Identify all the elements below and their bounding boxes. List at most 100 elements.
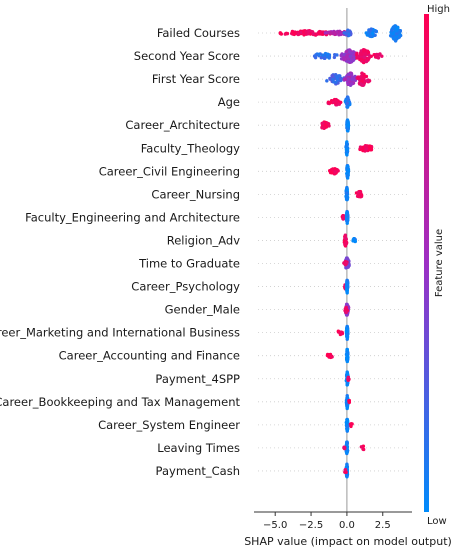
shap-point bbox=[361, 83, 365, 87]
shap-point bbox=[345, 101, 350, 105]
shap-point bbox=[346, 168, 350, 172]
beeswarm-points bbox=[278, 24, 403, 479]
shap-point bbox=[337, 74, 341, 78]
shap-point bbox=[358, 192, 363, 196]
shap-point bbox=[342, 56, 346, 60]
shap-point bbox=[376, 56, 381, 60]
shap-point bbox=[344, 241, 348, 245]
feature-labels: Failed Courses Second Year Score First Yea… bbox=[0, 26, 240, 478]
shap-point bbox=[325, 79, 329, 83]
feature-label: Payment_Cash bbox=[156, 464, 240, 478]
colorbar-high-label: High bbox=[427, 4, 450, 15]
shap-point bbox=[345, 191, 349, 195]
shap-point bbox=[345, 174, 349, 178]
shap-point bbox=[328, 170, 333, 175]
shap-point bbox=[397, 35, 401, 39]
shap-point bbox=[368, 28, 372, 32]
shap-point bbox=[320, 126, 324, 130]
shap-point bbox=[361, 148, 365, 153]
shap-point bbox=[345, 381, 350, 385]
shap-point bbox=[358, 145, 363, 149]
shap-point bbox=[345, 105, 349, 109]
shap-point bbox=[360, 79, 364, 84]
shap-point bbox=[345, 256, 349, 260]
shap-point bbox=[345, 428, 350, 432]
shap-point bbox=[345, 283, 350, 288]
shap-point bbox=[377, 52, 382, 57]
shap-point bbox=[342, 31, 346, 35]
shap-point bbox=[331, 77, 335, 82]
shap-point bbox=[345, 152, 349, 157]
shap-point bbox=[347, 32, 351, 37]
shap-point bbox=[278, 31, 283, 35]
shap-point bbox=[331, 32, 336, 36]
shap-point bbox=[392, 36, 396, 40]
shap-point bbox=[336, 169, 340, 173]
shap-point bbox=[368, 144, 372, 149]
shap-point bbox=[394, 32, 399, 36]
shap-point bbox=[345, 280, 350, 285]
shap-point bbox=[345, 54, 349, 58]
shap-point bbox=[345, 474, 349, 478]
shap-point bbox=[341, 215, 346, 219]
shap-point bbox=[380, 54, 384, 58]
shap-point bbox=[345, 463, 349, 467]
shap-point bbox=[364, 147, 369, 151]
shap-point bbox=[345, 347, 349, 352]
shap-point bbox=[351, 239, 355, 243]
colorbar-gradient bbox=[424, 14, 429, 512]
shap-point bbox=[345, 185, 349, 190]
shap-point bbox=[343, 77, 348, 81]
shap-point bbox=[366, 33, 370, 37]
feature-label: Career_Bookkeeping and Tax Management bbox=[0, 395, 240, 409]
x-tick-label: 2.5 bbox=[375, 520, 391, 531]
shap-point bbox=[346, 350, 350, 355]
shap-point bbox=[397, 30, 402, 34]
shap-point bbox=[335, 53, 339, 57]
shap-point bbox=[336, 329, 341, 333]
shap-point bbox=[332, 55, 337, 60]
feature-label: Career_Architecture bbox=[125, 118, 240, 132]
shap-point bbox=[345, 212, 350, 217]
shap-point bbox=[345, 195, 349, 199]
shap-point bbox=[345, 448, 349, 453]
feature-label: Faculty_Engineering and Architecture bbox=[25, 210, 240, 224]
feature-label: Career_System Engineer bbox=[98, 418, 240, 432]
feature-label: Time to Graduate bbox=[138, 257, 240, 271]
feature-label: Career_Nursing bbox=[151, 187, 240, 201]
shap-point bbox=[330, 74, 334, 78]
shap-point bbox=[291, 31, 296, 36]
shap-point bbox=[346, 77, 350, 81]
shap-point bbox=[346, 378, 350, 383]
shap-point bbox=[375, 52, 379, 57]
feature-label: Faculty_Theology bbox=[141, 141, 240, 155]
shap-point bbox=[306, 29, 311, 34]
shap-point bbox=[348, 54, 353, 59]
shap-point bbox=[337, 102, 341, 106]
x-tick-label: −2.5 bbox=[299, 520, 323, 531]
shap-point bbox=[356, 76, 361, 81]
shap-point bbox=[301, 32, 306, 36]
feature-label: Leaving Times bbox=[157, 441, 240, 455]
feature-label: Age bbox=[218, 95, 240, 109]
shap-point bbox=[345, 49, 349, 54]
shap-point bbox=[396, 26, 400, 30]
shap-point bbox=[352, 77, 356, 81]
feature-label: Payment_4SPP bbox=[155, 372, 240, 386]
shap-point bbox=[358, 195, 363, 199]
shap-point bbox=[347, 72, 351, 77]
shap-point bbox=[326, 100, 331, 104]
shap-point bbox=[345, 123, 350, 127]
shap-point bbox=[359, 445, 364, 449]
shap-point bbox=[327, 55, 332, 59]
shap-point bbox=[346, 120, 350, 124]
shap-point bbox=[333, 167, 337, 171]
shap-point bbox=[369, 34, 373, 38]
shap-point bbox=[345, 197, 349, 201]
shap-point bbox=[345, 219, 349, 223]
shap-point bbox=[344, 313, 349, 317]
feature-label: Second Year Score bbox=[134, 49, 240, 63]
shap-point bbox=[364, 74, 369, 79]
